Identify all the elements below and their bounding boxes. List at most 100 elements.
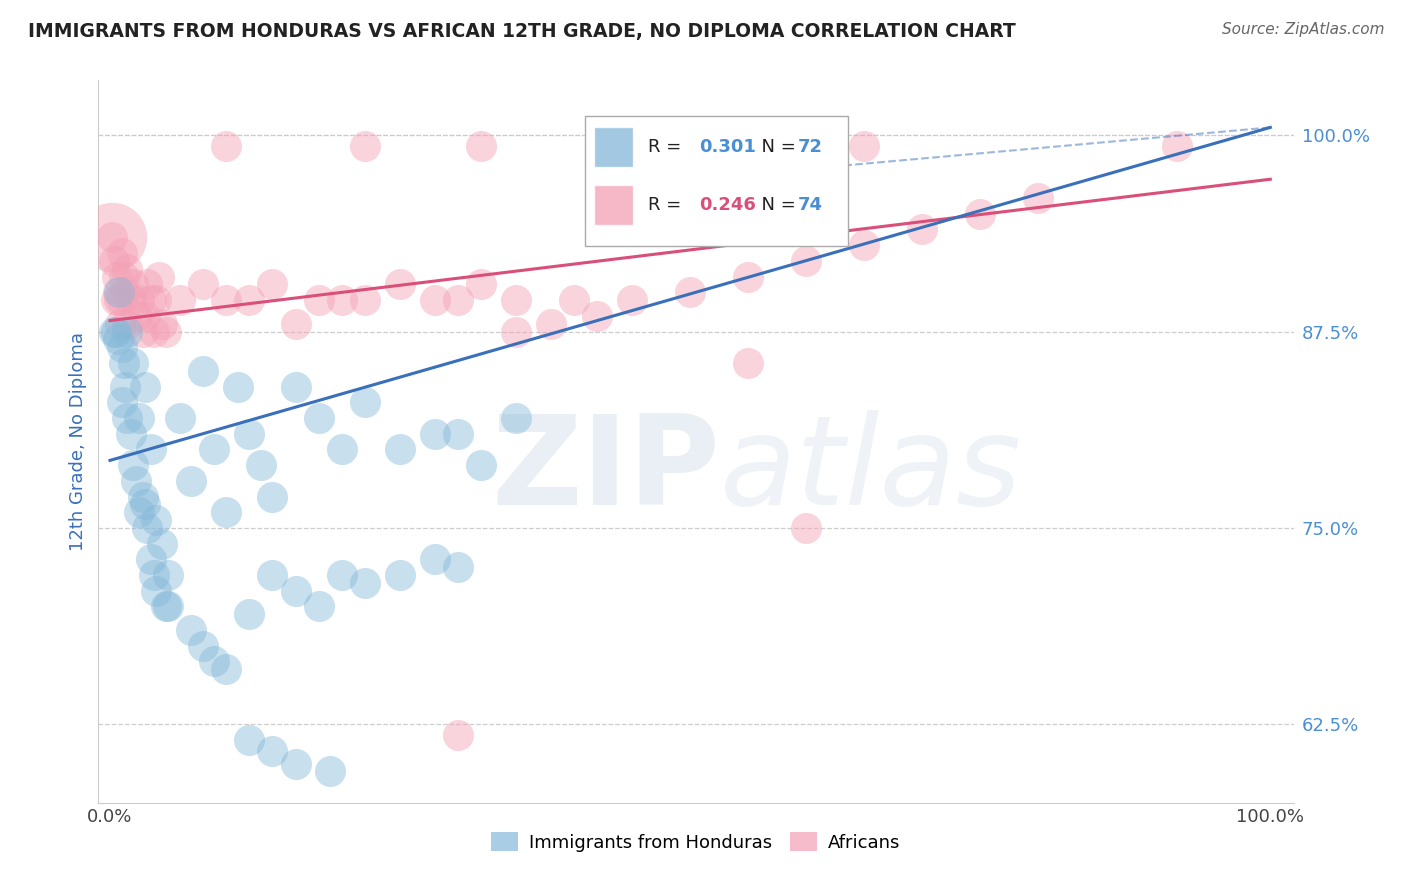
FancyBboxPatch shape <box>595 128 633 167</box>
Text: 74: 74 <box>797 196 823 214</box>
Point <box>238 607 260 622</box>
Text: IMMIGRANTS FROM HONDURAS VS AFRICAN 12TH GRADE, NO DIPLOMA CORRELATION CHART: IMMIGRANTS FROM HONDURAS VS AFRICAN 12TH… <box>28 22 1017 41</box>
Point <box>969 207 991 221</box>
Point <box>794 521 817 535</box>
Point <box>145 583 167 598</box>
Point <box>191 364 214 378</box>
Point <box>215 662 238 676</box>
Point <box>155 325 177 339</box>
Point <box>238 426 260 441</box>
Point <box>111 395 134 409</box>
Point <box>180 474 202 488</box>
Point <box>262 277 284 292</box>
Point <box>120 293 142 308</box>
Point <box>284 583 307 598</box>
Point <box>112 269 135 284</box>
Point <box>505 325 527 339</box>
Point <box>157 568 180 582</box>
Point <box>107 285 129 300</box>
Point <box>111 340 134 354</box>
Point <box>354 395 377 409</box>
Point <box>447 293 470 308</box>
Point <box>215 505 238 519</box>
Point <box>143 568 166 582</box>
Point <box>447 560 470 574</box>
Point <box>354 575 377 590</box>
FancyBboxPatch shape <box>585 117 848 246</box>
Point <box>470 139 492 153</box>
Point <box>238 293 260 308</box>
Point <box>110 317 132 331</box>
Point <box>104 293 127 308</box>
Point <box>262 744 284 758</box>
Point <box>108 285 131 300</box>
Point <box>204 655 226 669</box>
Point <box>134 497 156 511</box>
Point <box>621 293 644 308</box>
Text: 0.246: 0.246 <box>700 196 756 214</box>
Point <box>505 411 527 425</box>
Point <box>737 356 759 370</box>
Point <box>122 277 145 292</box>
Point <box>150 536 173 550</box>
Point <box>103 325 125 339</box>
Point <box>122 356 145 370</box>
Point <box>308 599 330 614</box>
Point <box>586 309 609 323</box>
Point <box>117 325 139 339</box>
Point <box>103 253 125 268</box>
Point <box>169 293 191 308</box>
Point <box>104 325 127 339</box>
Point <box>122 458 145 472</box>
Point <box>1026 191 1049 205</box>
Point <box>215 293 238 308</box>
Point <box>117 317 139 331</box>
Point <box>180 623 202 637</box>
Point <box>124 474 146 488</box>
Point <box>143 325 166 339</box>
Point <box>169 411 191 425</box>
Point <box>562 293 585 308</box>
Point <box>911 222 934 236</box>
Point <box>150 317 173 331</box>
Point <box>148 269 170 284</box>
Legend: Immigrants from Honduras, Africans: Immigrants from Honduras, Africans <box>484 825 908 859</box>
Point <box>794 253 817 268</box>
Point <box>145 513 167 527</box>
Point <box>447 728 470 742</box>
Point <box>389 568 412 582</box>
Point <box>114 379 136 393</box>
Point <box>226 379 249 393</box>
Point <box>679 285 702 300</box>
Point <box>330 568 353 582</box>
Point <box>470 458 492 472</box>
Point <box>157 599 180 614</box>
Point <box>139 293 162 308</box>
Point <box>191 277 214 292</box>
Point <box>191 639 214 653</box>
Point <box>389 277 412 292</box>
Text: R =: R = <box>648 138 688 156</box>
Point <box>737 269 759 284</box>
Point <box>204 442 226 457</box>
Point <box>111 293 134 308</box>
Text: 0.301: 0.301 <box>700 138 756 156</box>
Point <box>423 552 446 566</box>
Point <box>308 293 330 308</box>
Point <box>853 238 876 252</box>
Point <box>262 490 284 504</box>
Point <box>139 552 162 566</box>
Point <box>447 426 470 441</box>
FancyBboxPatch shape <box>595 185 633 225</box>
Point <box>330 293 353 308</box>
Point <box>354 139 377 153</box>
Point <box>354 293 377 308</box>
Point <box>128 293 150 308</box>
Point <box>134 309 156 323</box>
Point <box>319 764 342 779</box>
Point <box>108 293 131 308</box>
Point <box>105 269 128 284</box>
Point <box>308 411 330 425</box>
Point <box>131 490 153 504</box>
Text: atlas: atlas <box>720 410 1022 531</box>
